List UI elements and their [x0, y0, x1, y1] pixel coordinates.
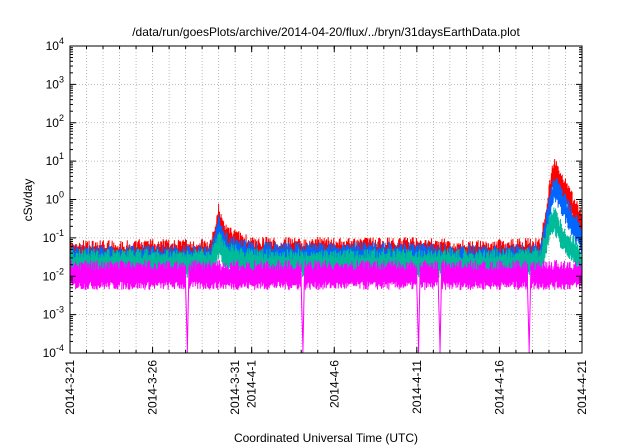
x-axis-label: Coordinated Universal Time (UTC): [234, 431, 418, 445]
x-tick-label: 2014-4-6: [327, 360, 341, 408]
x-tick-label: 2014-4-1: [245, 360, 259, 408]
y-tick-exponent: 3: [59, 74, 64, 84]
x-axis-ticks: 2014-3-21 2014-3-26 2014-3-31 2014-4-1 2014-…: [63, 46, 589, 415]
y-tick-base: 10: [46, 193, 60, 207]
y-tick-base: 10: [46, 39, 60, 53]
y-tick-exponent: 0: [59, 190, 64, 200]
y-tick-label: 100: [46, 190, 64, 207]
x-tick-label: 2014-3-31: [228, 360, 242, 415]
y-tick-exponent: 4: [59, 36, 64, 46]
y-tick-label: 10-3: [43, 305, 64, 322]
y-tick-label: 10-2: [43, 266, 64, 283]
y-tick-exponent: -2: [56, 266, 64, 276]
y-tick-base: 10: [43, 308, 57, 322]
y-tick-base: 10: [43, 346, 57, 360]
x-tick-label: 2014-4-21: [575, 360, 589, 415]
y-tick-label: 10-4: [43, 343, 64, 360]
x-tick-label: 2014-4-11: [410, 360, 424, 414]
y-tick-exponent: -4: [56, 343, 64, 353]
grid: [70, 46, 582, 353]
y-tick-exponent: -1: [56, 228, 64, 238]
y-tick-label: 103: [46, 74, 64, 91]
y-tick-label: 101: [46, 151, 64, 168]
y-tick-label: 104: [46, 36, 64, 53]
y-tick-base: 10: [46, 116, 60, 130]
chart-title: /data/run/goesPlots/archive/2014-04-20/f…: [132, 25, 520, 39]
y-tick-base: 10: [43, 231, 57, 245]
y-tick-base: 10: [43, 269, 57, 283]
y-tick-label: 10-1: [43, 228, 64, 245]
x-tick-label: 2014-3-26: [146, 360, 160, 415]
y-axis-label: cSv/day: [21, 179, 35, 222]
series-4-trace: [69, 259, 583, 354]
y-tick-label: 102: [46, 113, 64, 130]
y-tick-exponent: -3: [56, 305, 64, 315]
y-tick-base: 10: [46, 154, 60, 168]
series-group: [69, 158, 583, 354]
y-tick-exponent: 2: [59, 113, 64, 123]
x-tick-label: 2014-4-16: [492, 360, 506, 415]
y-tick-exponent: 1: [59, 151, 64, 161]
y-tick-base: 10: [46, 77, 60, 91]
x-tick-label: 2014-3-21: [63, 360, 77, 415]
